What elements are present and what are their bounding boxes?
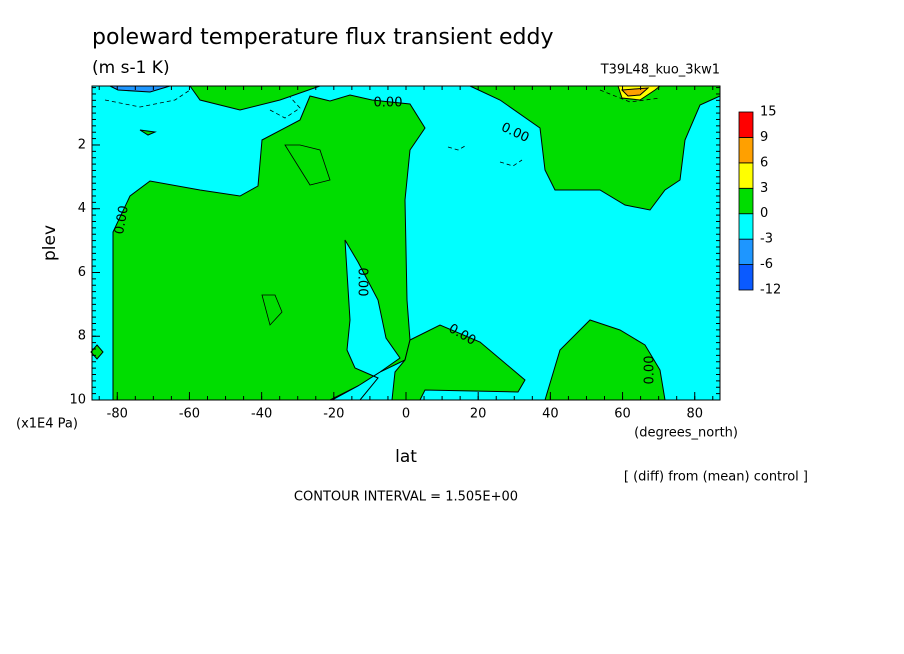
x-tick-label: 0 bbox=[402, 407, 410, 422]
x-tick-label: 40 bbox=[542, 407, 559, 422]
x-tick-label: -40 bbox=[251, 407, 272, 422]
x-tick-label: 60 bbox=[614, 407, 631, 422]
contour-line bbox=[284, 144, 331, 186]
colorbar-label: -3 bbox=[760, 232, 773, 247]
chart-title: poleward temperature flux transient eddy bbox=[92, 25, 554, 50]
colorbar-box bbox=[738, 213, 754, 240]
y-units: (x1E4 Pa) bbox=[16, 417, 78, 432]
y-tick-label: 2 bbox=[78, 137, 86, 152]
x-axis-label: lat bbox=[395, 447, 417, 467]
contour-label: 0.00 bbox=[112, 204, 132, 235]
x-tick-label: -60 bbox=[179, 407, 200, 422]
region-orange bbox=[620, 87, 650, 97]
region-green bbox=[391, 324, 526, 401]
x-tick-label: -20 bbox=[323, 407, 344, 422]
region-green bbox=[139, 129, 157, 136]
colorbar-box bbox=[738, 162, 754, 189]
colorbar-label: 0 bbox=[760, 206, 768, 221]
colorbar-label: 6 bbox=[760, 155, 768, 170]
units: (m s-1 K) bbox=[92, 58, 170, 78]
x-tick-label: 80 bbox=[686, 407, 703, 422]
colorbar-box bbox=[738, 264, 754, 291]
contour-label: 0.00 bbox=[355, 268, 370, 297]
y-tick-label: 10 bbox=[69, 393, 86, 408]
contour-label: 0.00 bbox=[374, 96, 403, 111]
y-axis-label: plev bbox=[40, 225, 60, 261]
colorbar-label: 9 bbox=[760, 130, 768, 145]
x-tick-label: -80 bbox=[107, 407, 128, 422]
contour-line-negative bbox=[104, 89, 191, 108]
colorbar-box bbox=[738, 187, 754, 215]
contour-line bbox=[261, 294, 283, 326]
note: [ (diff) from (mean) control ] bbox=[624, 470, 808, 485]
contour-line-negative bbox=[599, 89, 661, 103]
contour-line-negative bbox=[447, 145, 466, 151]
colorbar-label: 15 bbox=[760, 105, 777, 120]
y-tick-label: 4 bbox=[78, 201, 86, 216]
contour-interval: CONTOUR INTERVAL = 1.505E+00 bbox=[294, 490, 518, 505]
contour-line-negative bbox=[269, 96, 301, 119]
region-green bbox=[544, 319, 666, 401]
region-cyan bbox=[331, 239, 401, 401]
region-green bbox=[112, 94, 426, 401]
colorbar-box bbox=[738, 137, 754, 164]
region-green bbox=[469, 85, 721, 211]
x-tick-label: 20 bbox=[470, 407, 487, 422]
colorbar-label: -6 bbox=[760, 257, 773, 272]
y-tick-label: 6 bbox=[78, 265, 86, 280]
experiment: T39L48_kuo_3kw1 bbox=[600, 63, 720, 78]
contour-label: 0.00 bbox=[643, 356, 658, 385]
colorbar-label: -12 bbox=[760, 283, 781, 298]
colorbar-label: 3 bbox=[760, 181, 768, 196]
colorbar-box bbox=[738, 238, 754, 265]
x-units: (degrees_north) bbox=[634, 426, 738, 441]
y-tick-label: 8 bbox=[78, 329, 86, 344]
colorbar-box bbox=[738, 111, 754, 138]
